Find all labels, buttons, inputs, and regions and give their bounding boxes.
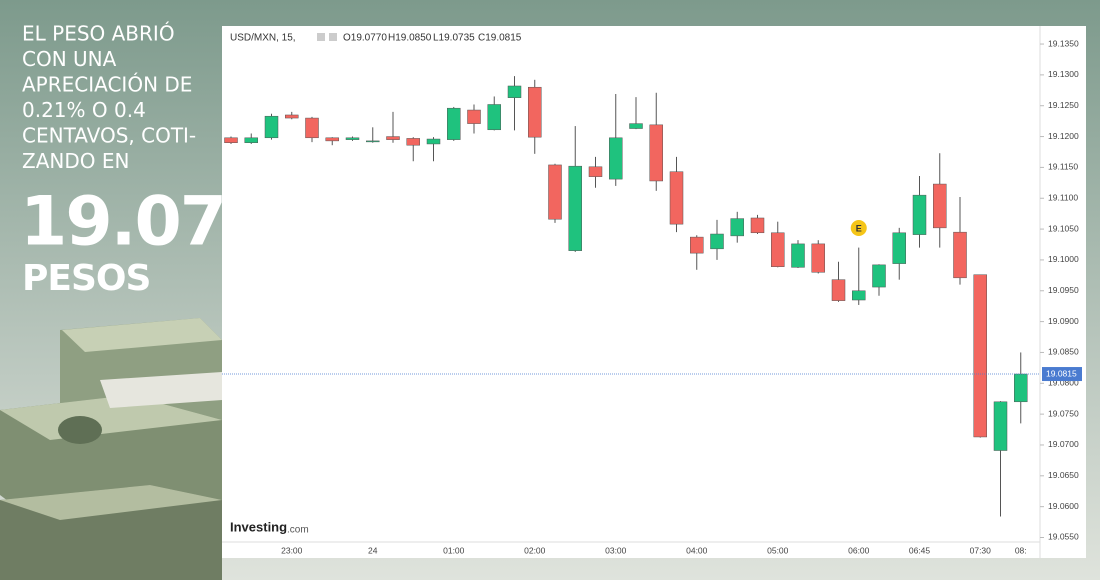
candle-body — [872, 264, 886, 288]
y-tick-label: 19.0550 — [1048, 532, 1079, 542]
candle-body — [325, 137, 339, 142]
x-tick-label: 07:30 — [970, 545, 992, 555]
candle-body — [386, 136, 400, 140]
y-tick-label: 19.0800 — [1048, 378, 1079, 388]
x-tick-label: 05:00 — [767, 545, 789, 555]
headline-line: CENTAVOS, COTI- — [22, 124, 196, 148]
y-tick-label: 19.1300 — [1048, 69, 1079, 79]
candle-body — [1014, 373, 1028, 403]
candle-body — [710, 233, 724, 250]
y-tick-label: 19.1000 — [1048, 254, 1079, 264]
event-marker — [850, 220, 867, 236]
candle-body — [285, 114, 299, 119]
current-price-label: 19.0815 — [1046, 368, 1077, 378]
candle-body — [993, 401, 1008, 451]
money-stacks — [0, 318, 222, 580]
candle-body — [811, 243, 825, 273]
y-tick-label: 19.0850 — [1048, 347, 1079, 357]
y-tick-label: 19.0650 — [1048, 470, 1079, 480]
ohlc-label: L19.0735 — [433, 33, 475, 44]
candle-body — [953, 231, 967, 279]
candle-body — [487, 104, 501, 131]
candle-body — [690, 236, 704, 254]
candle-body — [366, 140, 380, 143]
candle-body — [224, 137, 238, 143]
x-tick-label: 04:00 — [686, 545, 708, 555]
candle-body — [852, 290, 866, 301]
y-tick-label: 19.0700 — [1048, 439, 1079, 449]
candle-body — [933, 183, 947, 229]
x-tick-label: 06:00 — [848, 545, 870, 555]
candle-body — [507, 85, 522, 98]
symbol: USD/MXN, 15, — [230, 33, 296, 44]
candle-body — [791, 243, 805, 268]
chart-panel — [222, 26, 1086, 558]
y-tick-label: 19.0900 — [1048, 316, 1079, 326]
candle-body — [426, 138, 441, 145]
brand: Investing — [230, 519, 287, 534]
candle-body — [447, 107, 461, 140]
headline-line: ZANDO EN — [22, 149, 129, 173]
icon — [317, 33, 325, 41]
candle-body — [750, 217, 765, 234]
unit: PESOS — [22, 258, 150, 299]
big-number: 19.07 — [20, 183, 225, 262]
x-tick-label: 02:00 — [524, 545, 546, 555]
event-label: E — [856, 223, 862, 233]
headline-line: APRECIACIÓN DE — [22, 73, 192, 97]
y-tick-label: 19.1200 — [1048, 131, 1079, 141]
candle-body — [973, 274, 987, 438]
headline-line: EL PESO ABRIÓ — [22, 22, 175, 46]
x-tick-label: 24 — [368, 545, 378, 555]
candle-body — [892, 232, 906, 264]
x-tick-label: 06:45 — [909, 545, 931, 555]
candle-body — [912, 194, 927, 235]
candle-body — [467, 109, 481, 124]
candle-body — [406, 138, 420, 146]
y-tick-label: 19.1050 — [1048, 223, 1079, 233]
candle-body — [629, 123, 643, 129]
candle-body — [568, 165, 582, 251]
candle-body — [264, 115, 279, 139]
x-tick-label: 23:00 — [281, 545, 303, 555]
y-tick-label: 19.0600 — [1048, 501, 1079, 511]
brand-suffix: .com — [287, 525, 309, 536]
candle-body — [345, 137, 360, 140]
candle-body — [831, 279, 846, 301]
x-tick-label: 01:00 — [443, 545, 465, 555]
current-price-box — [1042, 367, 1082, 382]
y-tick-label: 19.0950 — [1048, 285, 1079, 295]
candle-body — [730, 218, 744, 237]
candle-body — [305, 117, 319, 139]
ohlc-label: C19.0815 — [478, 33, 522, 44]
x-tick-label: 08: — [1015, 545, 1027, 555]
y-tick-label: 19.1250 — [1048, 100, 1079, 110]
candle-body — [244, 137, 258, 143]
candle-body — [588, 166, 603, 177]
candle-body — [528, 86, 542, 138]
y-tick-label: 19.1150 — [1048, 162, 1078, 172]
y-tick-label: 19.1350 — [1048, 38, 1079, 48]
candle-body — [669, 171, 684, 225]
ohlc-label: O19.0770 — [343, 33, 387, 44]
candle-body — [771, 232, 785, 267]
x-tick-label: 03:00 — [605, 545, 627, 555]
headline-line: 0.21% O 0.4 — [22, 98, 146, 122]
y-tick-label: 19.1100 — [1048, 192, 1078, 202]
icon — [329, 33, 337, 41]
y-tick-label: 19.0750 — [1048, 408, 1079, 418]
ohlc-label: H19.0850 — [388, 33, 432, 44]
candle-body — [609, 137, 623, 180]
candle-body — [548, 164, 562, 220]
headline-line: CON UNA — [22, 47, 117, 71]
candle-body — [649, 124, 663, 182]
